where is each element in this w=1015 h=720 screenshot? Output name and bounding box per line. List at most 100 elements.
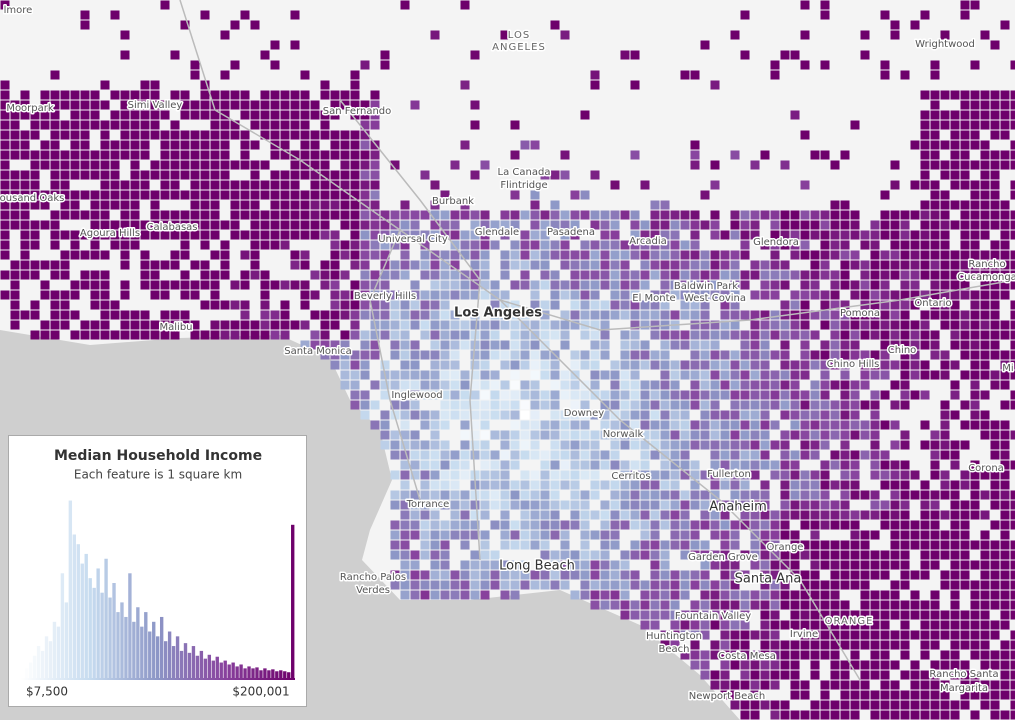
cell [480,430,490,440]
cell [120,250,130,260]
cell [510,520,520,530]
cell [140,280,150,290]
cell [480,390,490,400]
place-label: San Fernando [323,106,392,117]
cell [970,460,980,470]
cell [730,430,740,440]
cell [120,310,130,320]
cell [460,230,470,240]
cell [940,530,950,540]
cell [730,330,740,340]
histogram-bar [132,621,136,680]
histogram-bar [108,597,112,680]
cell [390,470,400,480]
cell [360,250,370,260]
cell [140,80,150,90]
cell [480,530,490,540]
cell [10,280,20,290]
cell [960,90,970,100]
cell [850,400,860,410]
cell [540,280,550,290]
cell [30,150,40,160]
cell [860,560,870,570]
cell [690,660,700,670]
cell [890,470,900,480]
cell [600,420,610,430]
cell [670,240,680,250]
place-label: ORANGE [825,616,874,627]
cell [20,180,30,190]
cell [930,340,940,350]
cell [240,200,250,210]
cell [810,540,820,550]
cell [730,530,740,540]
cell [970,470,980,480]
cell [250,100,260,110]
cell [950,140,960,150]
cell [100,300,110,310]
cell [660,490,670,500]
cell [530,240,540,250]
cell [760,280,770,290]
cell [550,470,560,480]
histogram-bar [171,646,176,680]
cell [10,100,20,110]
cell [400,440,410,450]
cell [810,530,820,540]
cell [520,380,530,390]
cell [580,500,590,510]
cell [760,410,770,420]
cell [830,500,840,510]
cell [520,570,530,580]
cell [840,320,850,330]
cell [920,90,930,100]
cell [180,190,190,200]
cell [560,340,570,350]
cell [550,270,560,280]
cell [580,350,590,360]
cell [650,210,660,220]
cell [410,410,420,420]
cell [90,190,100,200]
cell [380,410,390,420]
cell [900,390,910,400]
cell [980,30,990,40]
cell [670,520,680,530]
cell [180,250,190,260]
cell [880,390,890,400]
cell [980,590,990,600]
cell [790,290,800,300]
cell [690,570,700,580]
cell [890,300,900,310]
cell [960,560,970,570]
cell [580,260,590,270]
place-label: Wrightwood [915,39,975,50]
cell [1010,670,1015,680]
cell [950,310,960,320]
cell [990,440,1000,450]
cell [990,450,1000,460]
cell [360,150,370,160]
cell [690,620,700,630]
cell [840,430,850,440]
cell [820,420,830,430]
cell [930,510,940,520]
cell [90,90,100,100]
cell [420,550,430,560]
cell [210,320,220,330]
cell [590,280,600,290]
cell [830,210,840,220]
cell [170,250,180,260]
cell [710,360,720,370]
cell [710,430,720,440]
cell [700,400,710,410]
cell [120,320,130,330]
cell [1010,190,1015,200]
cell [830,450,840,460]
cell [520,210,530,220]
cell [890,680,900,690]
cell [790,330,800,340]
cell [710,600,720,610]
cell [940,30,950,40]
cell [510,450,520,460]
